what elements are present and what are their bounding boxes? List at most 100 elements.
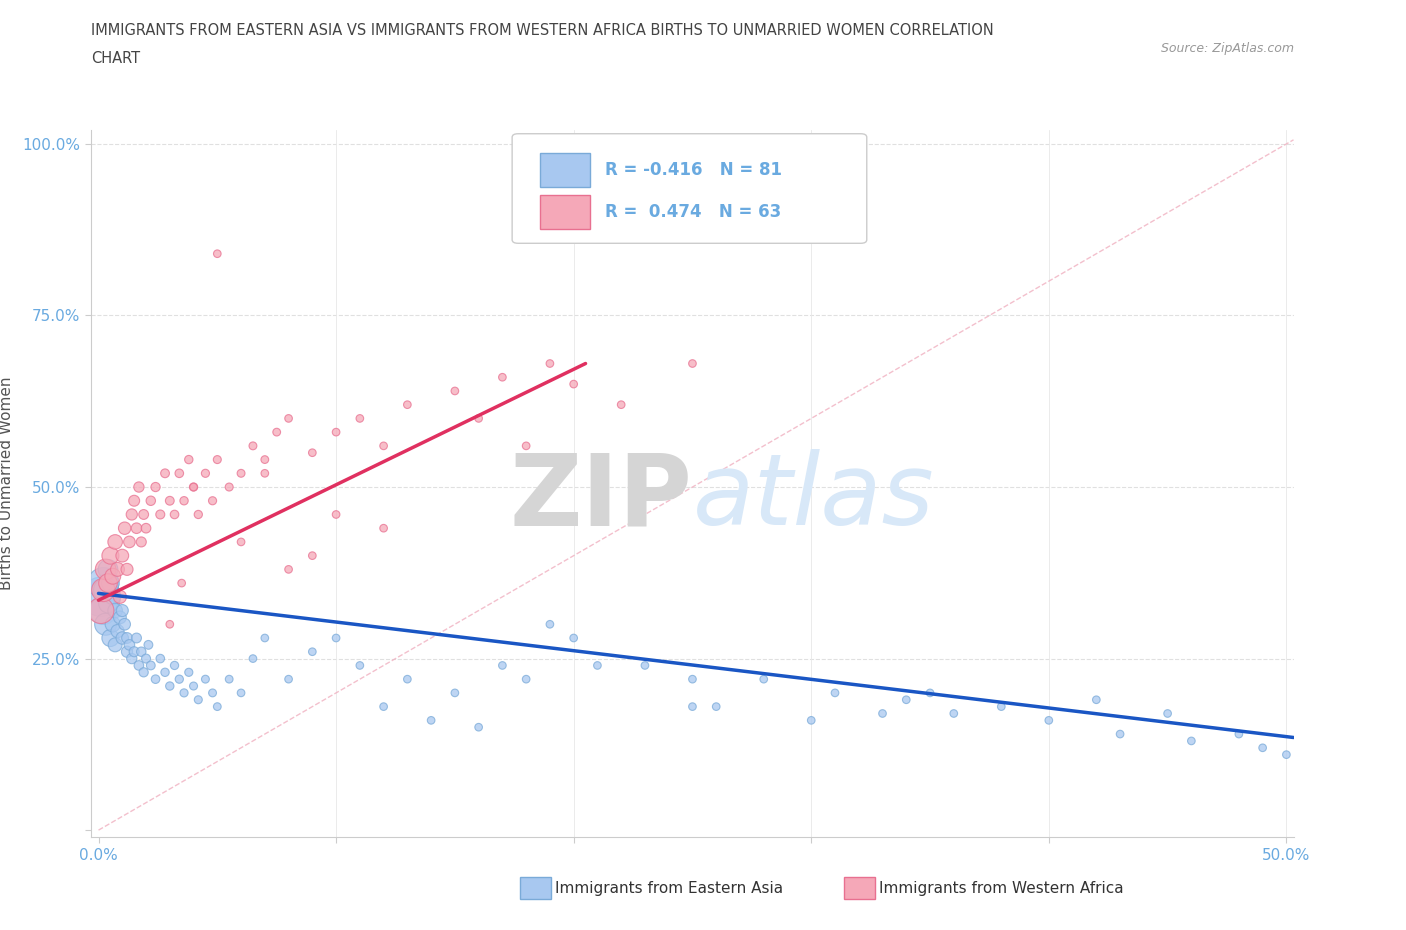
Point [170, 576, 193, 591]
Point [138, 637, 160, 652]
Point [94, 582, 117, 597]
Point [94, 562, 117, 577]
Point [90, 590, 112, 604]
Point [107, 562, 129, 577]
Point [183, 480, 205, 495]
Text: Immigrants from Eastern Asia: Immigrants from Eastern Asia [555, 881, 783, 896]
Point [115, 562, 138, 577]
Point [990, 699, 1012, 714]
Point [207, 452, 229, 467]
Point [169, 466, 191, 481]
Point [800, 713, 823, 728]
Point [115, 644, 138, 659]
Point [229, 685, 252, 700]
Point [101, 617, 124, 631]
Point [97, 562, 120, 577]
Point [115, 631, 138, 645]
Point [135, 651, 157, 666]
Point [111, 604, 134, 618]
Point [242, 651, 264, 666]
Text: R = -0.416   N = 81: R = -0.416 N = 81 [605, 161, 782, 179]
Point [101, 569, 124, 584]
Point [149, 651, 172, 666]
Point [515, 671, 537, 686]
Point [396, 671, 419, 686]
Point [94, 617, 117, 631]
Point [159, 679, 181, 694]
Text: ZIP: ZIP [509, 449, 692, 546]
Point [253, 466, 276, 481]
Point [153, 665, 176, 680]
Point [169, 671, 191, 686]
Point [122, 644, 145, 659]
Point [145, 671, 167, 686]
Point [634, 658, 657, 673]
Point [373, 699, 395, 714]
Point [177, 665, 200, 680]
Point [91, 582, 114, 597]
Point [396, 397, 419, 412]
Point [515, 438, 537, 453]
Point [149, 507, 172, 522]
Point [266, 425, 288, 440]
Point [100, 631, 122, 645]
Point [201, 493, 224, 508]
Y-axis label: Births to Unmarried Women: Births to Unmarried Women [0, 377, 14, 591]
Point [896, 692, 918, 707]
Point [420, 713, 443, 728]
Point [562, 631, 585, 645]
Point [681, 699, 703, 714]
Point [201, 685, 224, 700]
Point [349, 658, 371, 673]
Text: R =  0.474   N = 63: R = 0.474 N = 63 [605, 203, 780, 221]
Point [491, 370, 513, 385]
Point [681, 356, 703, 371]
Point [253, 452, 276, 467]
Text: CHART: CHART [91, 51, 141, 66]
Point [325, 631, 347, 645]
Point [114, 521, 136, 536]
Point [1085, 692, 1108, 707]
Point [177, 452, 200, 467]
Point [349, 411, 371, 426]
Point [1156, 706, 1178, 721]
Point [111, 631, 134, 645]
Point [491, 658, 513, 673]
Point [153, 466, 176, 481]
Point [277, 671, 299, 686]
Point [111, 548, 134, 563]
Point [373, 521, 395, 536]
Point [91, 576, 114, 591]
Point [91, 604, 114, 618]
Point [1109, 726, 1132, 741]
Point [97, 596, 120, 611]
Text: atlas: atlas [692, 449, 934, 546]
Point [128, 658, 150, 673]
Point [325, 507, 347, 522]
Point [872, 706, 894, 721]
Point [538, 617, 561, 631]
Point [100, 548, 122, 563]
Point [538, 356, 561, 371]
Point [194, 671, 217, 686]
Point [1180, 734, 1202, 749]
Point [207, 246, 229, 261]
Point [159, 493, 181, 508]
Point [108, 590, 131, 604]
Point [118, 535, 141, 550]
Point [159, 617, 181, 631]
Point [194, 466, 217, 481]
Point [610, 397, 633, 412]
FancyBboxPatch shape [540, 153, 591, 187]
Point [101, 590, 124, 604]
Point [586, 658, 609, 673]
FancyBboxPatch shape [540, 195, 591, 229]
Point [129, 644, 152, 659]
Point [824, 685, 846, 700]
Point [444, 685, 467, 700]
Point [1227, 726, 1250, 741]
Point [173, 493, 195, 508]
Point [942, 706, 965, 721]
Point [121, 651, 143, 666]
Point [183, 480, 205, 495]
